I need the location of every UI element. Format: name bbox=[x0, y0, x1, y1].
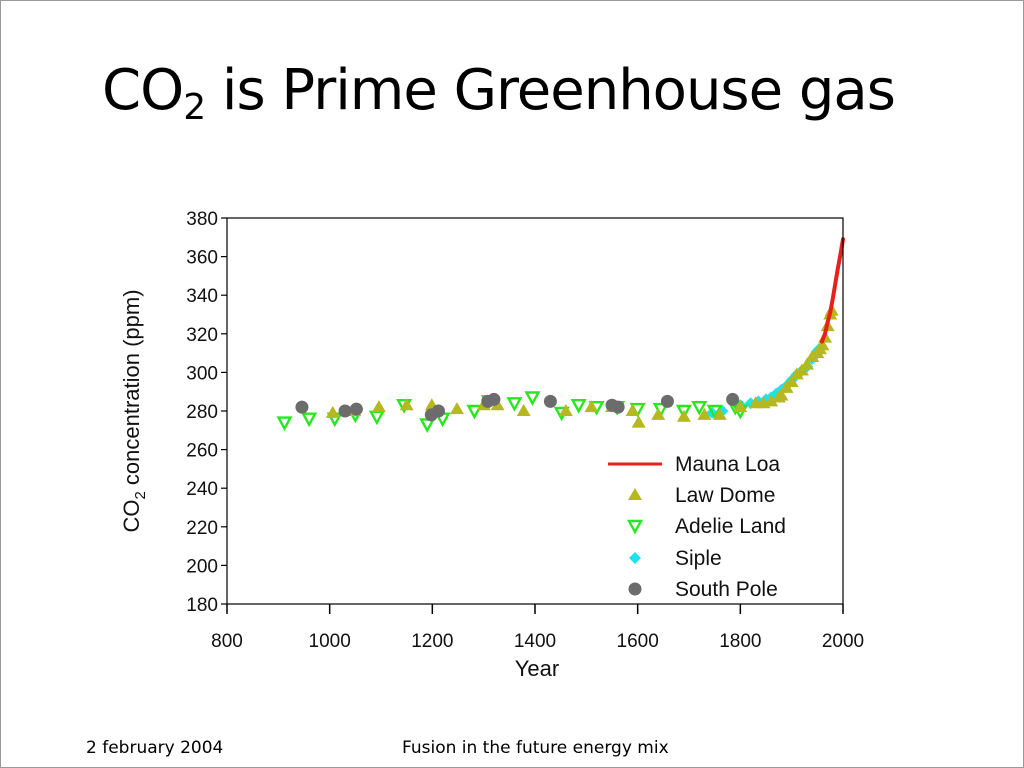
law-dome-point bbox=[733, 400, 748, 413]
title-main: CO bbox=[102, 58, 184, 123]
south-pole-point bbox=[487, 392, 501, 406]
x-tick-label: 1800 bbox=[719, 631, 761, 652]
x-tick-label: 1200 bbox=[411, 631, 453, 652]
y-axis-title-subscript: 2 bbox=[132, 491, 149, 499]
law-dome-point bbox=[712, 407, 727, 420]
south-pole-point bbox=[726, 392, 740, 406]
x-tick-label: 800 bbox=[211, 631, 243, 652]
y-axis-title: CO2 concentration (ppm) bbox=[119, 289, 149, 532]
y-tick-label: 280 bbox=[186, 402, 218, 423]
legend-label-law-dome: Law Dome bbox=[675, 484, 775, 507]
title-rest: is Prime Greenhouse gas bbox=[205, 58, 896, 123]
law-dome-point bbox=[516, 404, 531, 416]
legend-label-adelie-land: Adelie Land bbox=[675, 515, 786, 538]
plot-frame bbox=[226, 217, 844, 605]
law-dome-point bbox=[371, 400, 386, 413]
law-dome-point bbox=[449, 402, 464, 415]
legend-swatch-law-dome bbox=[628, 488, 642, 500]
law-dome-point bbox=[697, 407, 712, 420]
footer-date: 2 february 2004 bbox=[86, 738, 224, 758]
y-tick-label: 200 bbox=[186, 556, 218, 577]
law-dome-point bbox=[800, 357, 815, 370]
slide-title: CO2 is Prime Greenhouse gas bbox=[102, 58, 896, 126]
chart-legend: Mauna Loa Law Dome Adelie Land Siple South P… bbox=[608, 453, 786, 601]
law-dome-point bbox=[558, 404, 573, 416]
x-axis-title: Year bbox=[515, 656, 559, 681]
x-tick-label: 1400 bbox=[514, 631, 556, 652]
legend-swatch-south-pole bbox=[628, 582, 642, 596]
chart-axes: 180 200 220 240 260 280 300 320 340 360 380 800 1000… bbox=[186, 209, 864, 652]
adelie-land-point bbox=[691, 400, 708, 416]
law-dome-point bbox=[625, 404, 640, 416]
adelie-land-point bbox=[276, 416, 293, 432]
south-pole-point bbox=[431, 404, 445, 418]
adelie-land-point bbox=[506, 397, 523, 412]
south-pole-point bbox=[611, 400, 625, 414]
law-dome-point bbox=[651, 407, 666, 420]
law-dome-point bbox=[325, 405, 340, 418]
south-pole-point bbox=[349, 402, 363, 416]
y-axis-title-rest: concentration (ppm) bbox=[119, 289, 144, 491]
legend-label-mauna-loa: Mauna Loa bbox=[675, 453, 780, 476]
y-tick-label: 300 bbox=[186, 363, 218, 384]
south-pole-point bbox=[338, 404, 352, 418]
adelie-land-point bbox=[368, 410, 385, 426]
y-tick-label: 220 bbox=[186, 518, 218, 539]
adelie-land-point bbox=[524, 391, 541, 406]
adelie-land-point bbox=[466, 404, 483, 420]
y-tick-label: 380 bbox=[186, 209, 218, 230]
south-pole-point bbox=[295, 400, 309, 414]
x-tick-label: 1600 bbox=[617, 631, 659, 652]
mauna-loa-line bbox=[820, 237, 845, 344]
y-tick-label: 260 bbox=[186, 441, 218, 462]
law-dome-point bbox=[764, 394, 779, 407]
y-tick-label: 360 bbox=[186, 248, 218, 269]
law-dome-point bbox=[815, 338, 830, 351]
adelie-land-point bbox=[301, 412, 318, 428]
south-pole-point bbox=[543, 394, 557, 408]
y-tick-label: 340 bbox=[186, 286, 218, 307]
law-dome-point bbox=[676, 409, 691, 422]
south-pole-point bbox=[660, 394, 674, 408]
legend-swatch-siple bbox=[629, 552, 641, 564]
legend-label-south-pole: South Pole bbox=[675, 578, 778, 601]
legend-swatch-adelie-land bbox=[626, 519, 644, 535]
adelie-land-point bbox=[570, 399, 587, 414]
adelie-land-point bbox=[706, 404, 723, 420]
law-dome-point bbox=[584, 400, 599, 413]
adelie-land-point bbox=[675, 404, 692, 420]
law-dome-point bbox=[774, 388, 789, 401]
y-tick-label: 320 bbox=[186, 325, 218, 346]
footer-title: Fusion in the future energy mix bbox=[402, 738, 669, 758]
y-axis-title-main: CO bbox=[119, 500, 144, 533]
title-subscript: 2 bbox=[183, 87, 206, 128]
y-tick-label: 240 bbox=[186, 479, 218, 500]
legend-label-siple: Siple bbox=[675, 547, 722, 570]
x-tick-label: 1000 bbox=[309, 631, 351, 652]
y-tick-label: 180 bbox=[186, 595, 218, 616]
x-tick-label: 2000 bbox=[822, 631, 864, 652]
law-dome-point bbox=[399, 398, 414, 411]
law-dome-point bbox=[631, 415, 646, 428]
chart-markers bbox=[276, 303, 839, 434]
law-dome-point bbox=[784, 375, 799, 388]
